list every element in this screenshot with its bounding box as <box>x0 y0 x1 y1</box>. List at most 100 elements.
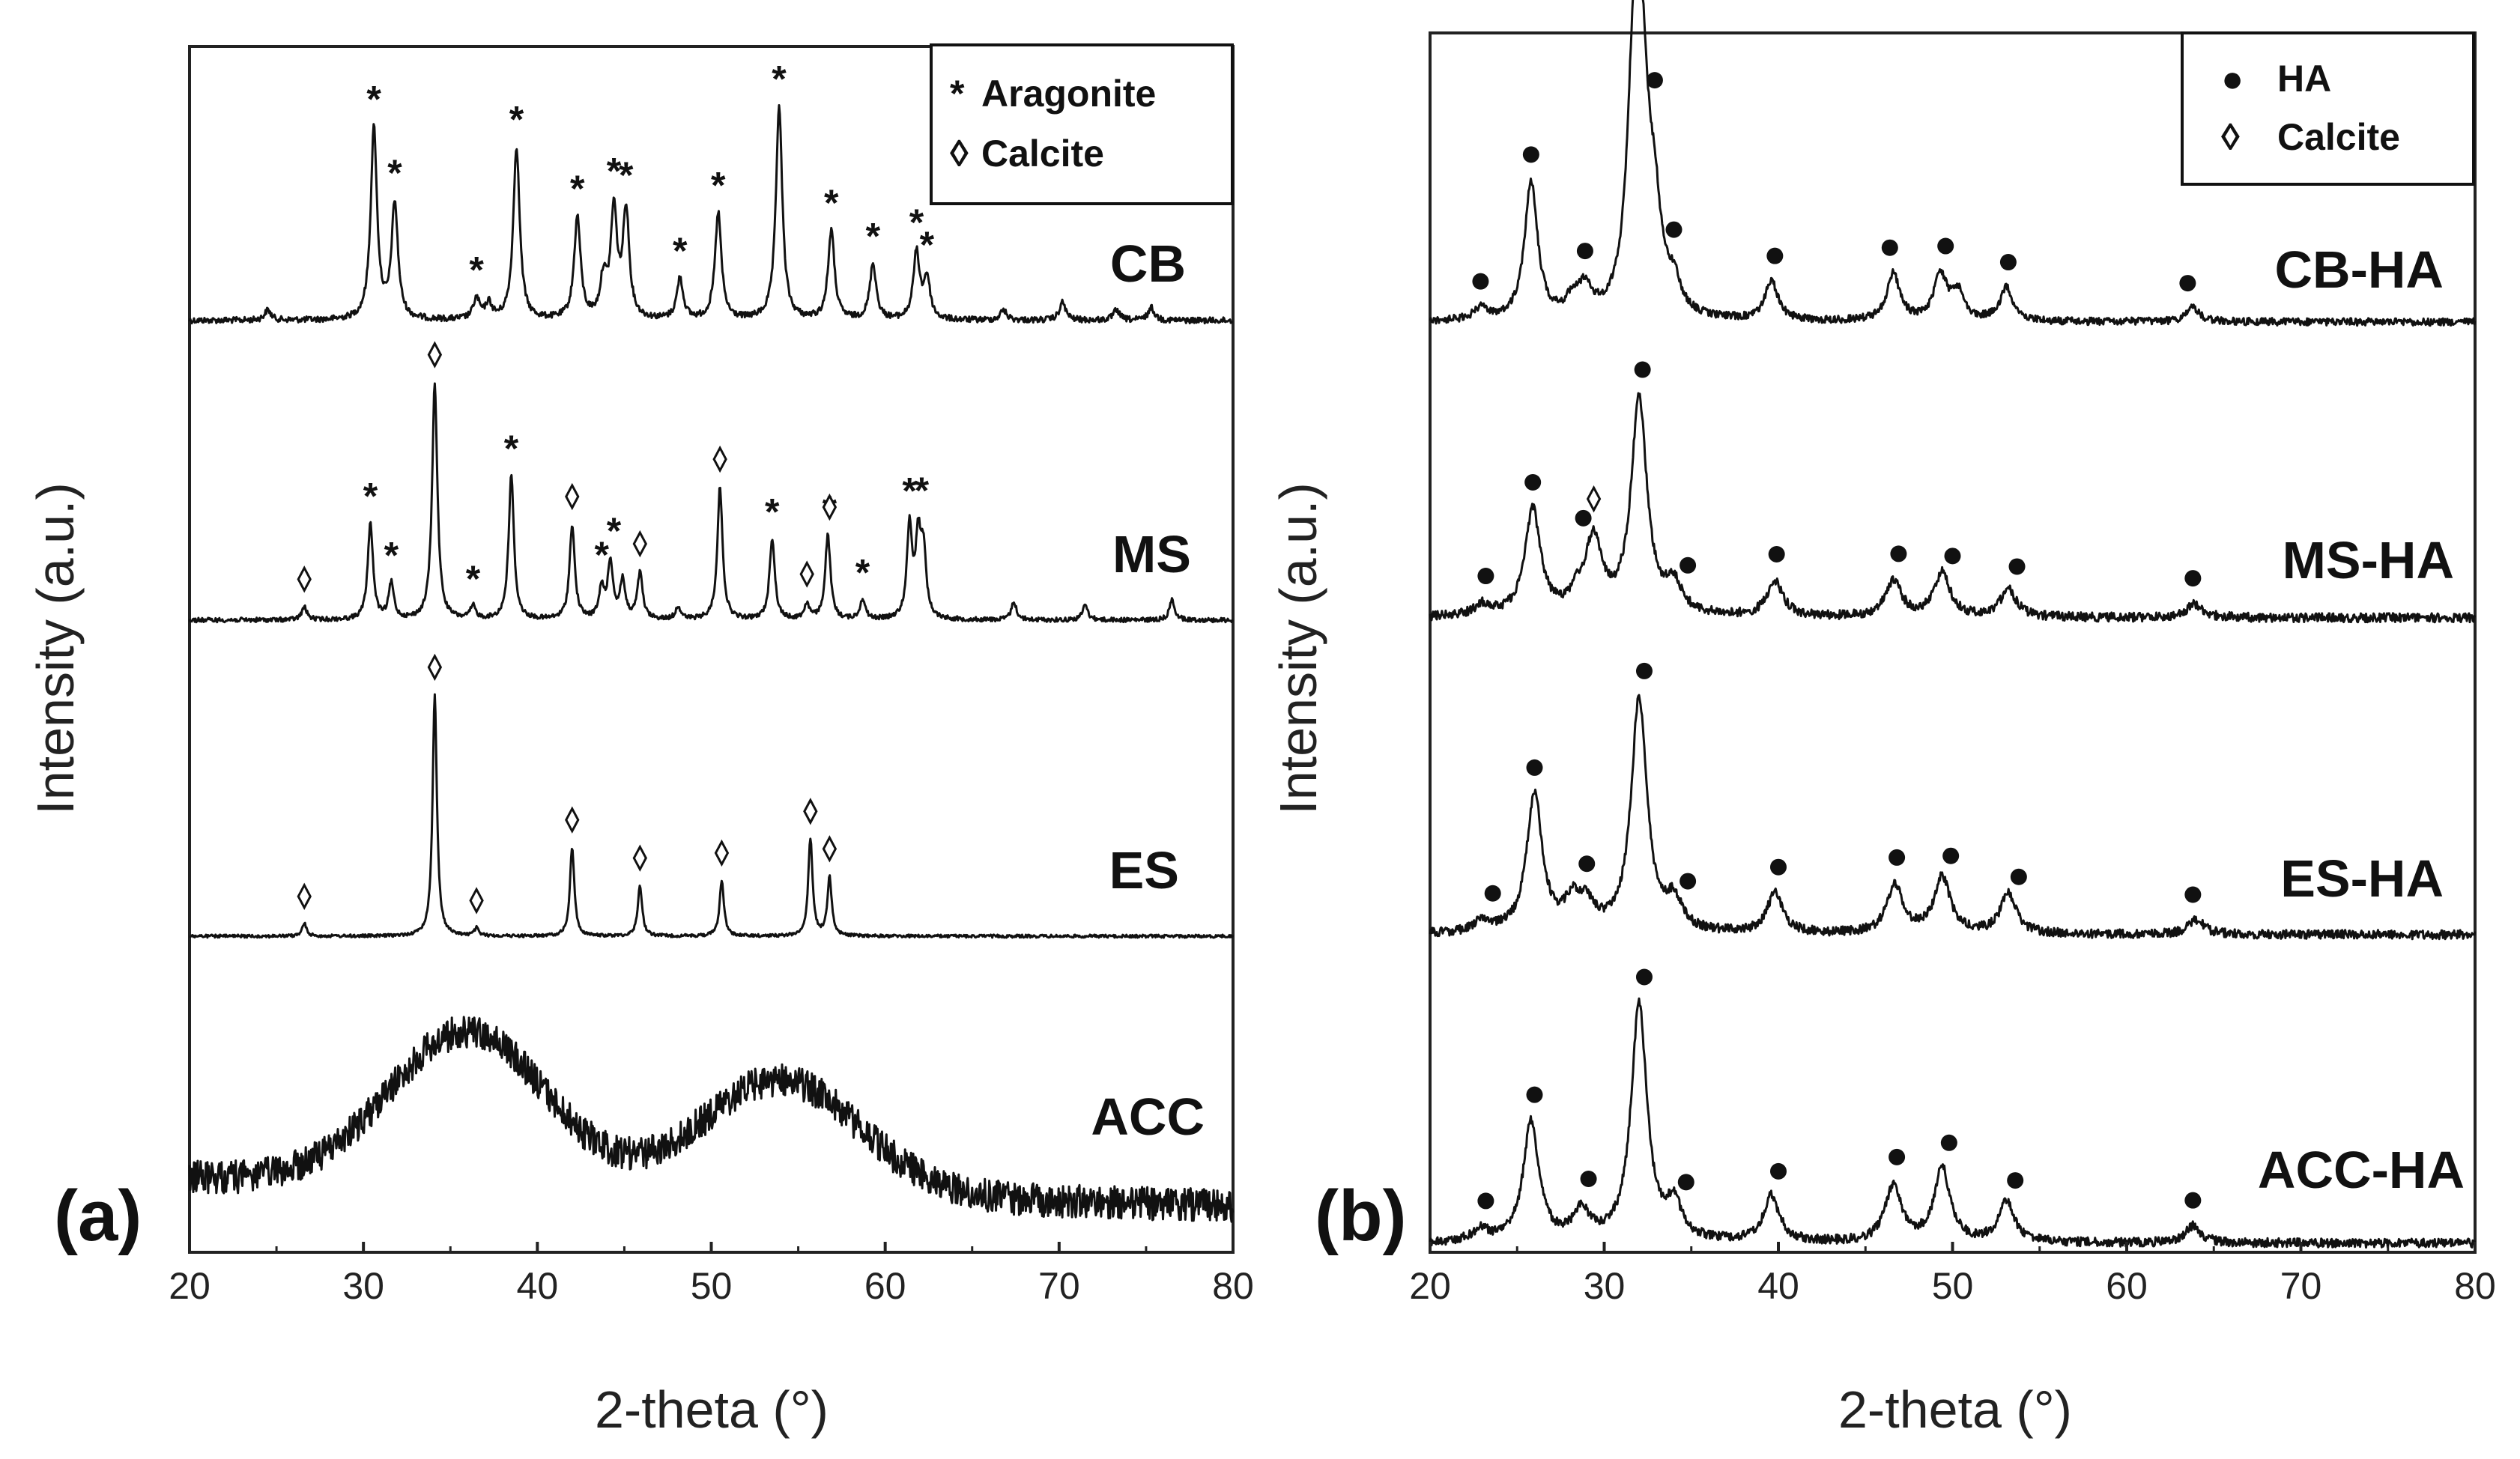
ha-marker <box>1524 473 1542 491</box>
ha-marker <box>2184 1192 2202 1209</box>
aragonite-marker: * <box>509 99 524 141</box>
calcite-marker <box>712 445 727 473</box>
aragonite-marker: * <box>902 470 917 512</box>
series-label-cb: CB <box>1110 234 1186 293</box>
trace-ms <box>188 382 1234 624</box>
panel-a-label: (a) <box>54 1176 142 1256</box>
aragonite-marker: * <box>711 165 726 207</box>
aragonite-marker: * <box>504 428 519 470</box>
aragonite-marker: * <box>765 491 780 533</box>
panel-b-chart: 20 30 40 50 60 70 80 ● HA ◊ Calcite CB-HA MS-H… <box>1269 0 2496 1439</box>
ha-marker <box>1665 221 1682 238</box>
panel-b-legend-box <box>2181 31 2475 186</box>
ha-marker <box>1889 849 1906 866</box>
legend-label-calcite-b: Calcite <box>2277 116 2400 158</box>
x-tick-label: 30 <box>342 1265 384 1307</box>
ha-marker <box>2184 570 2202 587</box>
aragonite-marker: * <box>384 535 399 577</box>
ha-marker <box>1635 968 1653 986</box>
x-tick-label: 50 <box>691 1265 733 1307</box>
trace-ms-ha <box>1429 392 2477 624</box>
ha-marker <box>1680 873 1697 890</box>
ha-marker <box>1526 759 1543 776</box>
ha-marker <box>1634 361 1651 378</box>
ha-marker <box>1942 847 1960 864</box>
ha-marker <box>1768 546 1785 563</box>
aragonite-marker: * <box>619 154 634 196</box>
aragonite-marker: * <box>366 79 381 121</box>
ha-marker <box>2179 275 2196 292</box>
ha-marker <box>1677 1174 1694 1191</box>
aragonite-marker: * <box>607 510 622 552</box>
panel-a-frame <box>188 45 1235 1254</box>
ha-marker <box>1575 509 1592 527</box>
legend-label-aragonite: Aragonite <box>981 73 1156 115</box>
trace-cb-ha <box>1429 0 2477 327</box>
x-tick-label: 30 <box>1584 1265 1626 1307</box>
legend-label-calcite-a: Calcite <box>981 133 1104 175</box>
series-label-acc: ACC <box>1091 1088 1205 1146</box>
x-tick-label: 70 <box>2280 1265 2322 1307</box>
trace-acc <box>188 1016 1235 1223</box>
trace-acc-ha <box>1429 997 2477 1249</box>
x-tick-label: 80 <box>2454 1265 2496 1307</box>
trace-es-ha <box>1429 694 2477 941</box>
ha-marker <box>1770 1162 1787 1180</box>
panel-b-ylabel: Intensity (a.u.) <box>1269 482 1327 815</box>
ha-marker <box>1526 1086 1543 1103</box>
x-tick-label: 40 <box>517 1265 559 1307</box>
x-tick-label: 50 <box>1932 1265 1974 1307</box>
ha-marker <box>2184 886 2202 903</box>
calcite-marker <box>822 493 838 521</box>
aragonite-marker: * <box>469 249 484 291</box>
calcite-marker <box>799 560 814 588</box>
aragonite-marker: * <box>570 168 585 210</box>
aragonite-marker: * <box>595 534 610 576</box>
ha-marker <box>1940 1134 1957 1151</box>
ha-marker <box>1881 239 1898 256</box>
calcite-marker <box>565 806 580 834</box>
calcite-marker <box>297 565 312 593</box>
ha-marker <box>1646 72 1663 89</box>
ha-marker <box>1472 273 1489 290</box>
series-label-cb-ha: CB-HA <box>2274 240 2444 299</box>
aragonite-marker: * <box>466 558 481 600</box>
panel-b-frame <box>1429 31 2477 1254</box>
aragonite-marker: * <box>772 58 787 100</box>
panel-a-legend: * Aragonite ◊ Calcite <box>930 43 1234 205</box>
calcite-marker <box>1586 485 1602 513</box>
ha-marker <box>1635 662 1653 679</box>
ha-marker <box>2008 558 2026 575</box>
x-tick-label: 40 <box>1757 1265 1799 1307</box>
x-tick-label: 80 <box>1212 1265 1254 1307</box>
x-tick-label: 60 <box>2106 1265 2148 1307</box>
aragonite-marker: * <box>866 215 881 257</box>
panel-a-xlabel: 2-theta (°) <box>595 1380 829 1439</box>
ha-marker <box>1944 547 1961 565</box>
panel-a-ylabel: Intensity (a.u.) <box>26 482 85 815</box>
calcite-marker <box>427 653 443 682</box>
calcite-marker <box>632 530 648 558</box>
series-label-acc-ha: ACC-HA <box>2258 1141 2465 1199</box>
aragonite-marker: * <box>673 230 688 272</box>
series-label-ms-ha: MS-HA <box>2283 531 2454 589</box>
ha-marker <box>1770 858 1787 876</box>
aragonite-marker: * <box>387 152 402 194</box>
ha-marker <box>1576 243 1593 260</box>
ha-marker <box>1484 885 1501 902</box>
panel-a-legend-box <box>930 43 1234 205</box>
panel-a-chart: ************************* 20304050607080… <box>26 43 1254 1439</box>
aragonite-marker: * <box>855 551 870 593</box>
aragonite-marker: * <box>824 182 839 224</box>
panel-b-xlabel: 2-theta (°) <box>1838 1380 2072 1439</box>
x-tick-label: 20 <box>1409 1265 1451 1307</box>
ha-marker <box>2007 1172 2024 1189</box>
calcite-marker <box>822 835 838 863</box>
calcite-marker <box>803 798 818 825</box>
ha-marker <box>1580 1171 1597 1188</box>
calcite-marker <box>632 844 648 872</box>
ha-marker <box>1890 545 1907 562</box>
panel-b-legend: ● HA ◊ Calcite <box>2181 31 2475 186</box>
panel-b-label: (b) <box>1315 1176 1407 1256</box>
